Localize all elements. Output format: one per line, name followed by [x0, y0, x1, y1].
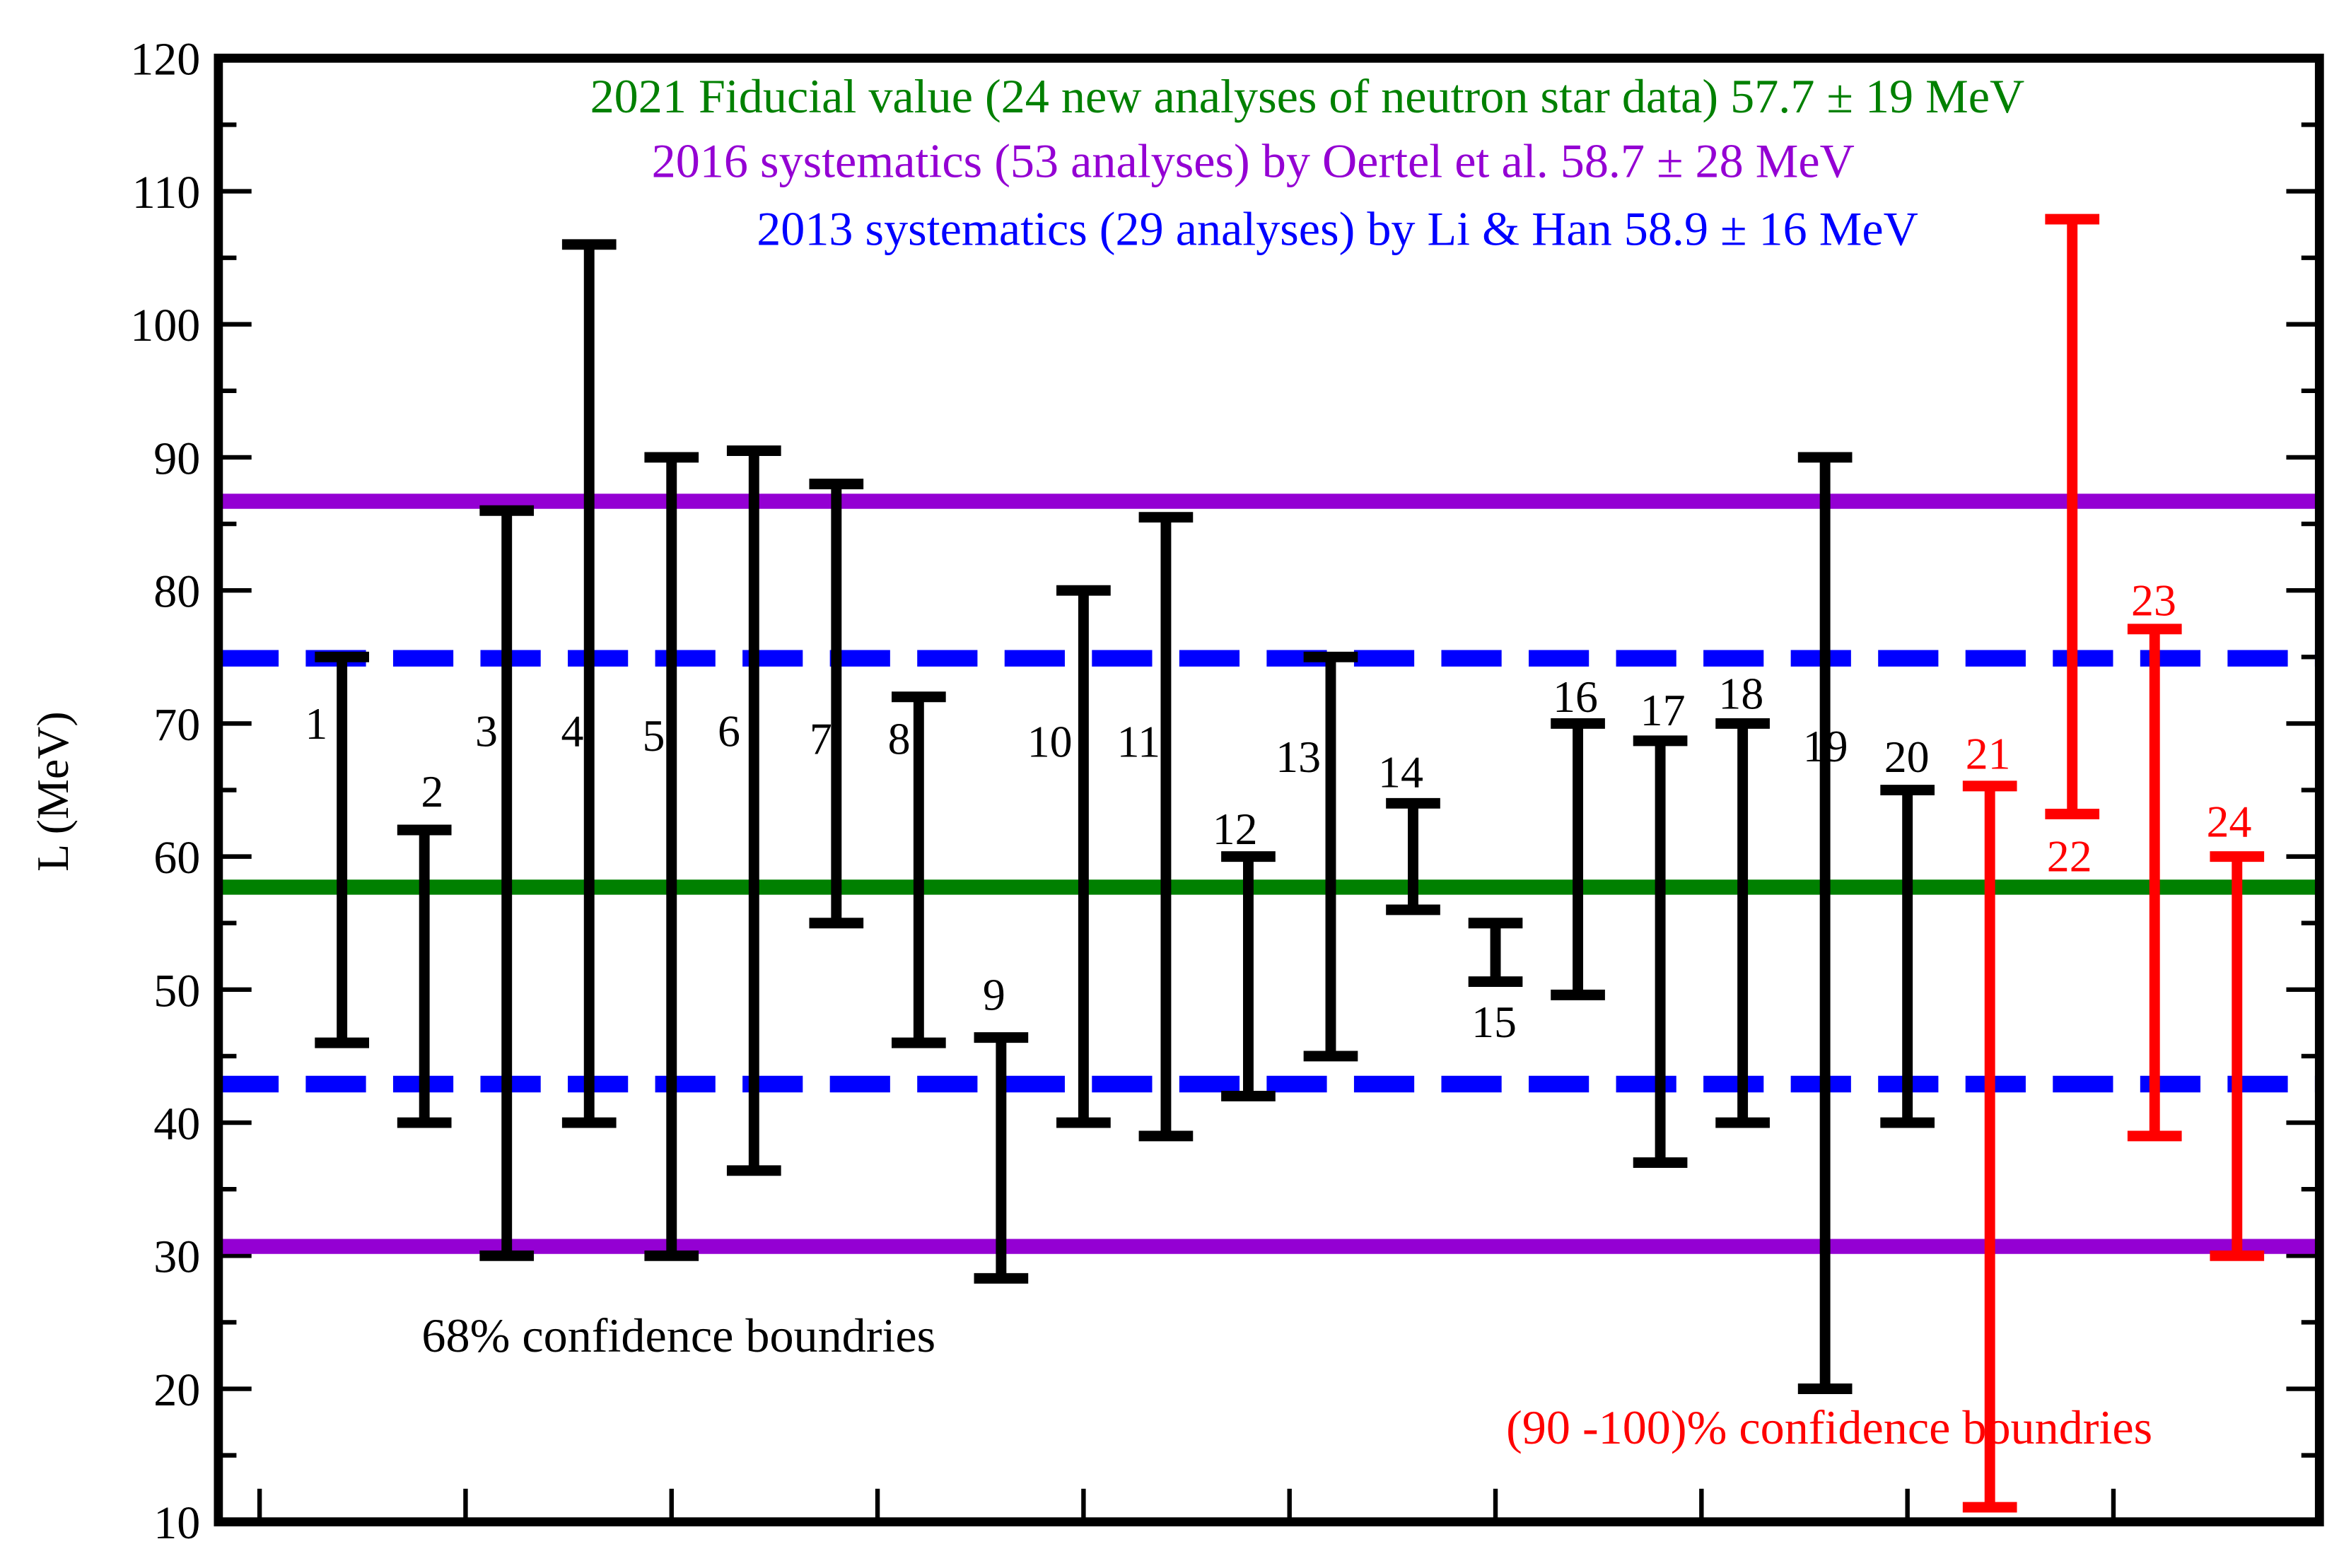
plot-frame: [214, 53, 2324, 1527]
bar-label: 18: [1718, 668, 1763, 718]
y-tick-label: 60: [153, 832, 200, 884]
bar-label: 9: [983, 970, 1005, 1020]
reference-label: 2021 Fiducial value (24 new analyses of …: [590, 69, 2025, 123]
bar-label: 12: [1213, 804, 1258, 854]
bar-label: 14: [1378, 747, 1423, 797]
y-tick-label: 20: [153, 1364, 200, 1416]
bar-label: 2: [421, 766, 443, 817]
bar-label: 7: [810, 713, 832, 763]
y-tick-label: 110: [132, 167, 201, 218]
bar-label: 1: [305, 698, 327, 749]
series-label: 68% confidence boundries: [421, 1309, 935, 1362]
bar-label: 20: [1884, 732, 1930, 782]
bar-label: 19: [1803, 721, 1848, 771]
bar-label: 21: [1966, 729, 2011, 779]
bar-label: 6: [718, 706, 740, 756]
bar-label: 13: [1276, 732, 1321, 782]
y-tick-label: 70: [153, 699, 200, 751]
bar-label: 5: [642, 710, 665, 761]
bar-label: 17: [1640, 685, 1686, 735]
bar-label: 3: [475, 706, 498, 756]
y-tick-label: 90: [153, 433, 200, 484]
y-tick-label: 30: [153, 1231, 200, 1283]
bar-label: 11: [1117, 717, 1161, 767]
y-tick-label: 100: [130, 300, 200, 351]
y-tick-label: 40: [153, 1099, 200, 1150]
bar-label: 23: [2131, 575, 2176, 625]
reference-label: 2013 systematics (29 analyses) by Li & H…: [757, 201, 1918, 255]
y-tick-label: 120: [130, 34, 200, 86]
y-tick-label: 80: [153, 566, 200, 618]
y-tick-label: 10: [153, 1497, 200, 1549]
bar-label: 8: [888, 713, 911, 763]
series-label: (90 -100)% confidence boundries: [1506, 1400, 2152, 1454]
reference-label: 2016 systematics (53 analyses) by Oertel…: [652, 134, 1855, 188]
bar-label: 15: [1471, 997, 1517, 1047]
bar-label: 22: [2047, 831, 2092, 882]
bar-label: 24: [2207, 797, 2252, 847]
bar-label: 10: [1027, 717, 1073, 767]
bar-label: 4: [561, 706, 583, 756]
bar-label: 16: [1553, 672, 1598, 722]
y-tick-label: 50: [153, 965, 200, 1017]
y-axis-label: L (MeV): [28, 711, 78, 872]
